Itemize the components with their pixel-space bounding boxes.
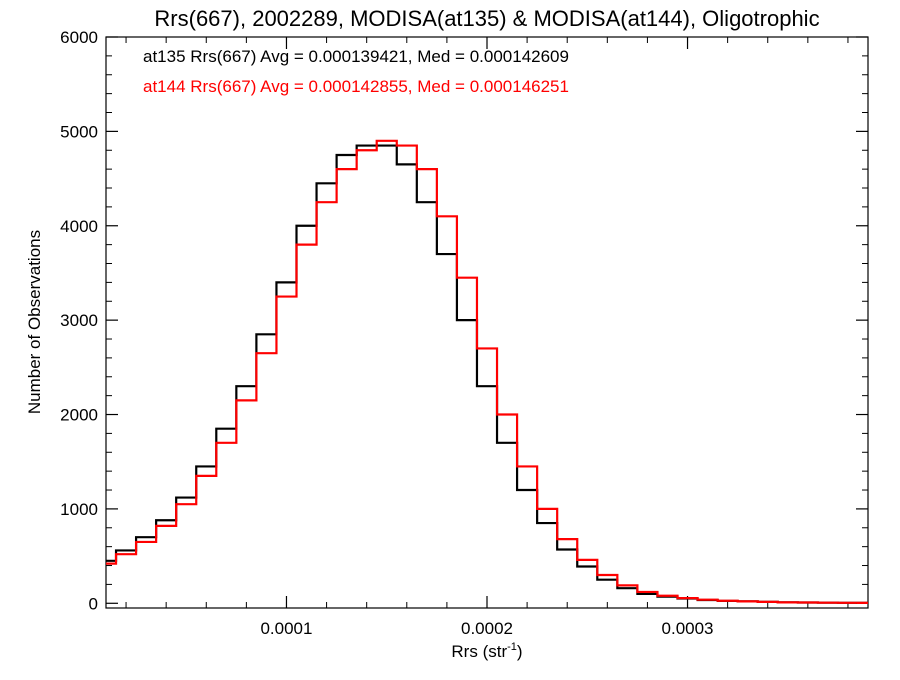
legend-annotation-at144: at144 Rrs(667) Avg = 0.000142855, Med = … (143, 77, 569, 96)
y-tick-label: 5000 (60, 122, 98, 141)
legend-annotation-at135: at135 Rrs(667) Avg = 0.000139421, Med = … (143, 47, 569, 66)
series-line-0 (106, 144, 868, 604)
y-tick-label: 0 (89, 594, 98, 613)
x-tick-label: 0.0003 (662, 619, 714, 638)
y-axis-label: Number of Observations (25, 230, 44, 414)
x-axis-label-sup: -1 (507, 641, 517, 653)
y-tick-label: 2000 (60, 406, 98, 425)
y-tick-label: 1000 (60, 500, 98, 519)
series-layer (106, 139, 868, 604)
y-axis-ticks: 0 1000 2000 3000 4000 5000 6000 (60, 28, 868, 613)
y-tick-label: 3000 (60, 311, 98, 330)
plot-frame (105, 36, 869, 609)
series-line-1 (106, 139, 868, 604)
x-tick-label: 0.0002 (461, 619, 513, 638)
chart-title: Rrs(667), 2002289, MODISA(at135) & MODIS… (154, 6, 819, 31)
x-axis-label: Rrs (str-1) (451, 641, 522, 661)
x-axis-ticks: 0.0001 0.0002 0.0003 (125, 37, 849, 638)
y-tick-label: 6000 (60, 28, 98, 47)
y-tick-label: 4000 (60, 217, 98, 236)
x-axis-label-close: ) (517, 642, 523, 661)
x-tick-label: 0.0001 (260, 619, 312, 638)
